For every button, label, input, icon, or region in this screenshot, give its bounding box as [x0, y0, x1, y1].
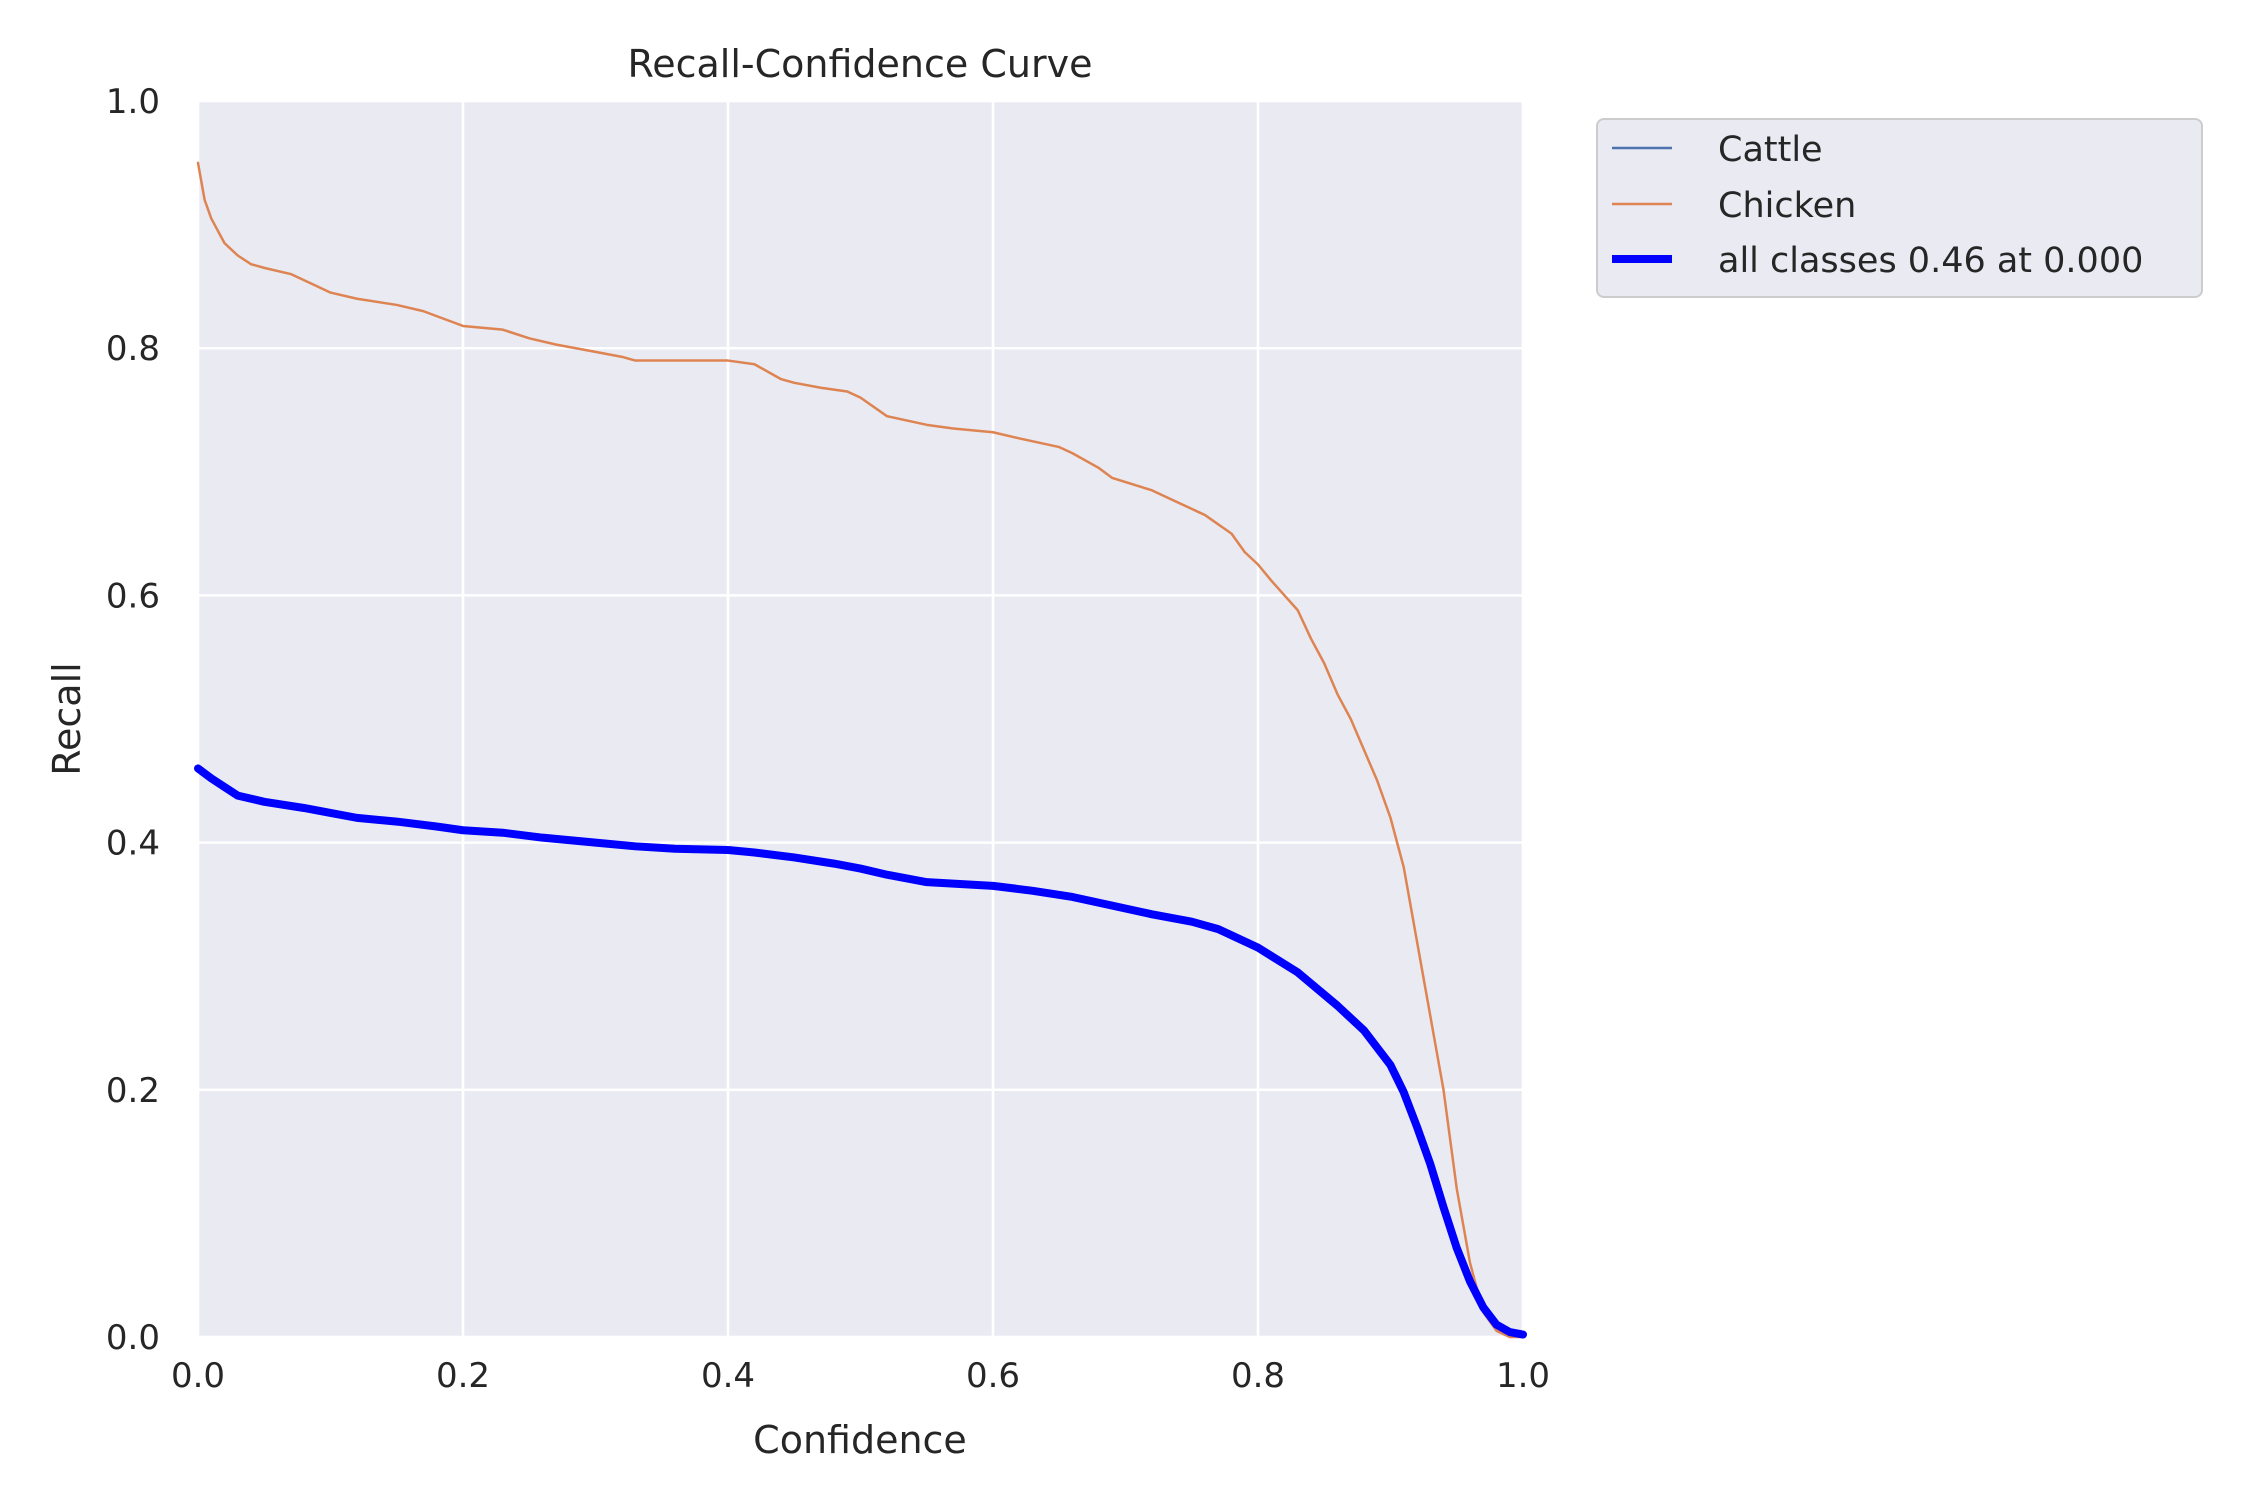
series-line-all-classes — [194, 764, 1527, 1339]
y-axis-label: Recall — [45, 662, 89, 775]
x-tick-label: 1.0 — [1496, 1356, 1550, 1396]
series-line-chicken — [196, 161, 1525, 1339]
y-tick-label: 0.2 — [106, 1071, 160, 1111]
y-tick-label: 0.8 — [106, 329, 160, 369]
tick-labels: 0.0 0.2 0.4 0.6 0.8 1.0 0.0 0.2 0.4 0.6 0.8 1.0 — [106, 82, 1550, 1396]
legend-label-cattle: Cattle — [1718, 130, 1823, 170]
legend: Cattle Chicken all classes 0.46 at 0.000 — [1596, 118, 2203, 298]
y-tick-label: 0.6 — [106, 576, 160, 616]
y-tick-label: 0.0 — [106, 1318, 160, 1358]
x-tick-label: 0.0 — [171, 1356, 225, 1396]
x-tick-label: 0.6 — [966, 1356, 1020, 1396]
grid — [196, 99, 1525, 1339]
x-tick-label: 0.4 — [701, 1356, 755, 1396]
series-lines — [194, 161, 1527, 1339]
y-tick-label: 1.0 — [106, 82, 160, 122]
x-tick-label: 0.2 — [436, 1356, 490, 1396]
plot-area — [198, 101, 1523, 1337]
legend-label-all-classes: all classes 0.46 at 0.000 — [1718, 241, 2143, 281]
legend-label-chicken: Chicken — [1718, 186, 1856, 226]
y-tick-label: 0.4 — [106, 824, 160, 864]
x-axis-label: Confidence — [753, 1418, 967, 1462]
legend-box — [1596, 118, 2203, 298]
chart-title: Recall-Confidence Curve — [628, 42, 1093, 86]
x-tick-label: 0.8 — [1231, 1356, 1285, 1396]
